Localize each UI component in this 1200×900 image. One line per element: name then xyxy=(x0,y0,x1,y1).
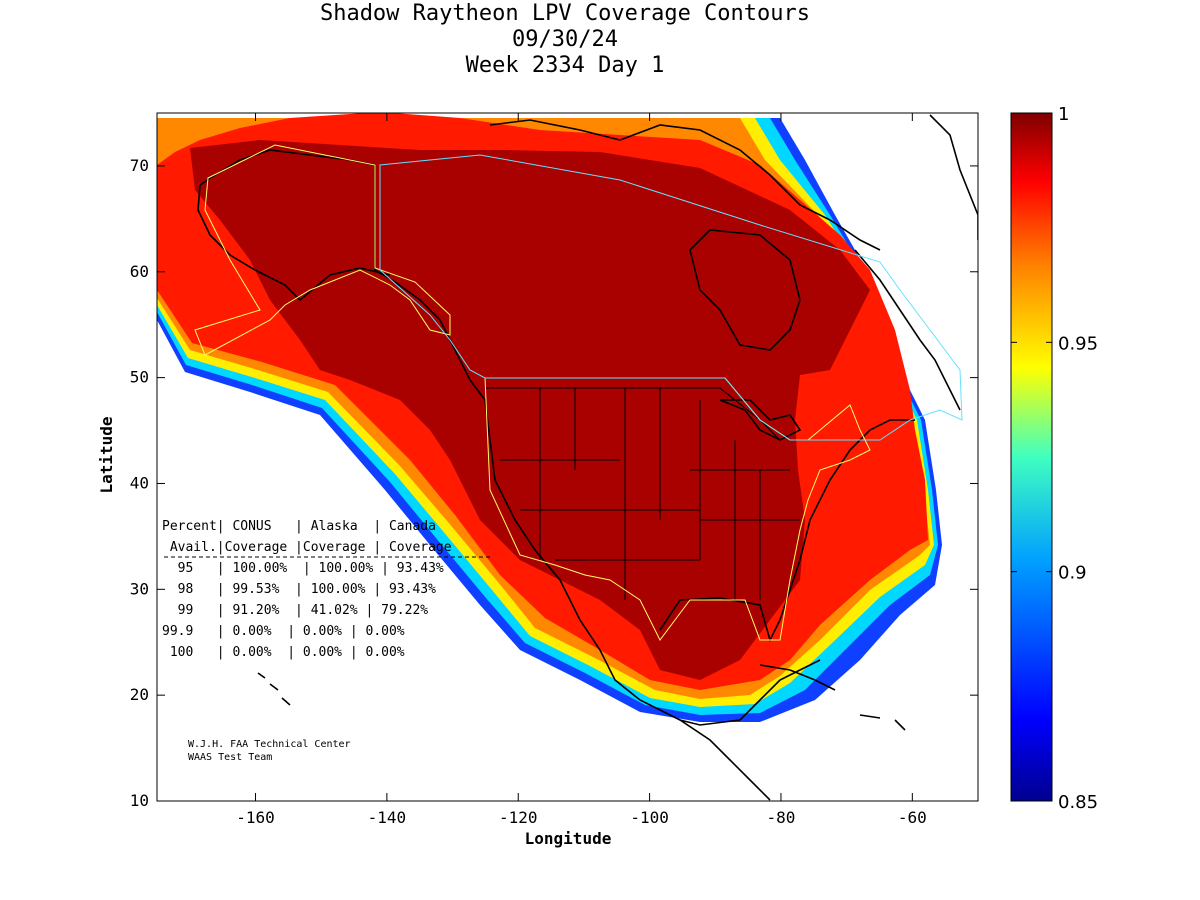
gulf-coast xyxy=(659,419,915,643)
colorbar-tick-label: 0.85 xyxy=(1058,792,1098,813)
canada-outline xyxy=(379,154,963,441)
y-tick-label: 50 xyxy=(130,368,149,387)
credit-line-1: W.J.H. FAA Technical Center xyxy=(188,739,351,750)
state-grid xyxy=(500,388,800,600)
labrador xyxy=(854,249,961,411)
table-row: 99 | 91.20% | 41.02% | 79.22% xyxy=(162,603,428,618)
alaska-south-coast xyxy=(197,184,391,302)
x-axis-label: Longitude xyxy=(525,829,612,848)
table-row: 98 | 99.53% | 100.00% | 93.43% xyxy=(162,582,436,597)
y-tick-label: 20 xyxy=(130,685,149,704)
hawaii xyxy=(257,672,291,706)
colorbar xyxy=(1010,112,1053,802)
axes: -160 -140 -120 -100 -80 -60 10 20 30 40 50 60 70 xyxy=(130,113,978,827)
y-tick-label: 60 xyxy=(130,262,149,281)
table-header-2: Avail.|Coverage |Coverage | Coverage xyxy=(162,540,452,555)
x-tick-label: -60 xyxy=(898,808,927,827)
caribbean xyxy=(759,664,906,731)
state-borders xyxy=(485,387,800,600)
alaska-outline xyxy=(194,144,451,356)
table-row: 99.9 | 0.00% | 0.00% | 0.00% xyxy=(162,624,405,639)
colorbar-tick-label: 0.9 xyxy=(1058,563,1087,584)
table-row: 100 | 0.00% | 0.00% | 0.00% xyxy=(162,645,405,660)
x-tick-label: -100 xyxy=(630,808,669,827)
y-tick-label: 70 xyxy=(130,156,149,175)
x-tick-label: -160 xyxy=(236,808,275,827)
colorbar-tick-label: 1 xyxy=(1058,104,1069,125)
y-tick-label: 40 xyxy=(130,473,149,492)
table-row: 95 | 100.00% | 100.00% | 93.43% xyxy=(162,561,444,576)
plot-frame xyxy=(156,112,979,802)
coverage-table: Percent| CONUS | Alaska | Canada Avail.|… xyxy=(162,519,490,660)
colorbar-ticks: 0.85 0.9 0.95 1 xyxy=(1011,104,1098,813)
great-lakes xyxy=(719,399,802,441)
y-tick-label: 10 xyxy=(130,791,149,810)
arctic-islands xyxy=(489,119,881,251)
map-title: Shadow Raytheon LPV Coverage Contours xyxy=(319,1,811,26)
x-tick-label: -140 xyxy=(368,808,407,827)
x-tick-label: -120 xyxy=(499,808,538,827)
table-header-1: Percent| CONUS | Alaska | Canada xyxy=(162,519,436,534)
coverage-contours xyxy=(157,113,942,722)
colorbar-tick-label: 0.95 xyxy=(1058,333,1098,354)
map-date: 09/30/24 xyxy=(512,27,618,52)
hudson-bay xyxy=(689,229,801,351)
west-coast xyxy=(484,399,771,801)
credit-line-2: WAAS Test Team xyxy=(188,752,272,763)
map-week: Week 2334 Day 1 xyxy=(465,53,665,78)
mexico-coast xyxy=(679,659,821,726)
x-tick-label: -80 xyxy=(767,808,796,827)
y-tick-label: 30 xyxy=(130,579,149,598)
y-axis-label: Latitude xyxy=(97,416,116,493)
greenland xyxy=(929,114,978,240)
us-canada-border xyxy=(485,387,781,441)
